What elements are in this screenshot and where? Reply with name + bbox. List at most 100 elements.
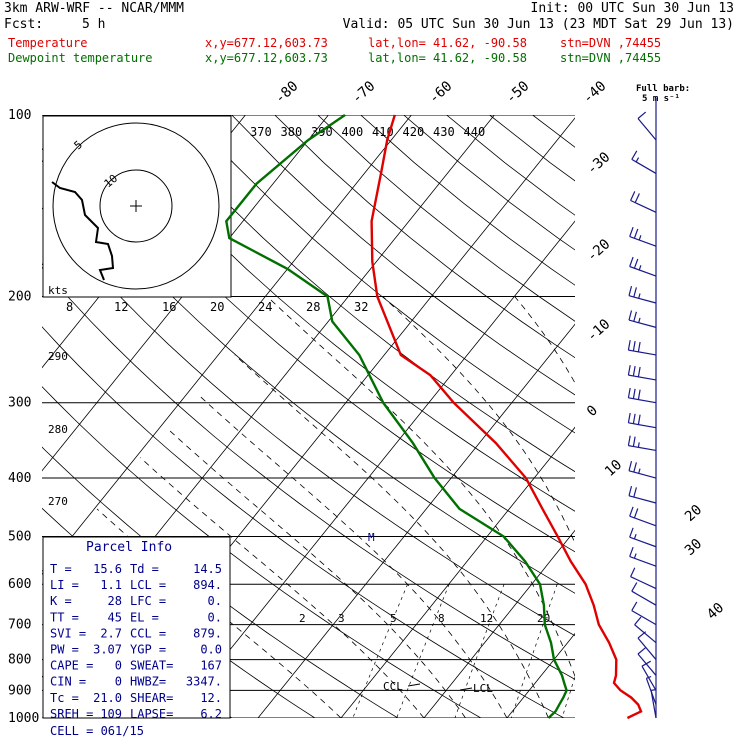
- wind-barb-flag: [633, 508, 639, 519]
- wind-barb-flag: [637, 647, 647, 655]
- wind-barb-flag: [651, 689, 657, 691]
- isotherm-tick-label: -40: [580, 78, 610, 107]
- kts-tick-label: 12: [114, 300, 128, 314]
- wind-barb-flag: [629, 506, 634, 517]
- wind-barb-flag: [633, 311, 637, 322]
- wind-barb-flag: [627, 340, 631, 351]
- isotherm-tick-label: -50: [503, 78, 533, 107]
- isotherm-line: [42, 115, 329, 472]
- wind-barb-flag: [627, 435, 631, 446]
- wind-barb-flag: [629, 256, 634, 267]
- dry-adiabat-line: [489, 115, 575, 182]
- parcel-info-key: SVI =: [50, 626, 86, 640]
- wind-barb-flag: [632, 340, 636, 352]
- dewpoint-xy: x,y=677.12,603.73: [205, 51, 328, 65]
- parcel-info-value: 894.: [193, 578, 222, 592]
- wind-barb: [631, 590, 657, 606]
- dry-adiabat-line: [102, 115, 575, 512]
- mixing-ratio-line: [561, 675, 575, 718]
- moist-adiabat-line: [636, 297, 715, 719]
- dry-adiabat-line: [42, 266, 575, 680]
- wind-barb: [629, 236, 657, 247]
- kts-tick-label: 8: [66, 300, 73, 314]
- kts-label: kts: [48, 284, 68, 297]
- dry-adiabat-line: [188, 115, 575, 434]
- wind-barb-flag: [632, 436, 636, 447]
- isotherm-tick-label: -20: [584, 236, 614, 265]
- mixing-ratio-label: 12: [480, 612, 493, 625]
- wind-barb-flag: [633, 258, 639, 269]
- wind-barb-flag: [637, 442, 640, 448]
- dry-adiabat-line: [42, 207, 575, 637]
- parcel-info-value: 14.5: [193, 562, 222, 576]
- wind-barb-flag: [633, 462, 637, 473]
- kts-tick-label: 20: [210, 300, 224, 314]
- wind-barb: [628, 422, 657, 429]
- dewpoint-station: stn=DVN ,74455: [560, 51, 662, 65]
- parcel-info-key: PW =: [50, 643, 79, 657]
- parcel-info-key: TT =: [50, 610, 79, 624]
- moist-adiabat-line: [234, 354, 549, 718]
- isotherm-tick-label: 0: [584, 402, 601, 420]
- parcel-info-key: EL =: [130, 610, 159, 624]
- mixing-ratio-line: [454, 584, 505, 718]
- wind-barb-flag: [638, 265, 642, 271]
- wind-barb-flag: [628, 310, 633, 321]
- parcel-info-value: 0.: [208, 594, 222, 608]
- isotherm-tick-label: -10: [584, 316, 614, 345]
- ccl-marker-arrow: [407, 683, 421, 687]
- wind-barb-flag: [632, 388, 636, 399]
- parcel-info-key: T =: [50, 562, 72, 576]
- wind-barb-flag: [638, 293, 641, 299]
- kts-tick-label: 28: [306, 300, 320, 314]
- isotherm-line: [423, 529, 575, 718]
- isotherm-line: [673, 115, 740, 718]
- temperature-xy: x,y=677.12,603.73: [205, 36, 328, 50]
- wind-barb-flag: [637, 341, 641, 352]
- parcel-info-value: 6.2: [200, 707, 222, 721]
- wind-barb-flag: [627, 387, 631, 398]
- parcel-info-key: CCL =: [130, 626, 166, 640]
- wind-barb-flag: [632, 413, 636, 424]
- model-title: 3km ARW-WRF -- NCAR/MMM: [4, 1, 185, 16]
- parcel-info-key: LCL =: [130, 578, 166, 592]
- dry-adiabat-line: [532, 115, 575, 148]
- wind-barb-flag: [632, 365, 636, 377]
- parcel-info-value: 0.: [208, 610, 222, 624]
- wind-barb: [629, 515, 657, 527]
- wind-barb-flag: [635, 157, 640, 163]
- theta-tick-label: 400: [342, 125, 364, 139]
- wind-barb-flag: [633, 487, 637, 498]
- parcel-info-box: [42, 536, 231, 719]
- hodograph-ring-20: [52, 122, 220, 290]
- parcel-info-value: 45: [108, 610, 122, 624]
- pressure-tick-label: 600: [8, 577, 31, 592]
- parcel-info-value: 28: [108, 594, 122, 608]
- wind-barb-flag: [633, 228, 639, 239]
- dry-adiabat-label: 290: [48, 350, 68, 363]
- wind-barb: [650, 690, 657, 719]
- forecast-label: Fcst:: [4, 17, 44, 32]
- wind-barb-flag: [631, 582, 638, 592]
- parcel-info-key: K =: [50, 594, 72, 608]
- wind-barb-flag: [629, 226, 634, 237]
- wind-barb: [634, 624, 657, 644]
- moist-adiabat-line: [382, 296, 575, 545]
- dry-adiabat-label: 270: [48, 495, 68, 508]
- mixing-ratio-line: [396, 584, 450, 718]
- wind-barb: [628, 295, 657, 304]
- wind-barb-flag: [637, 631, 647, 639]
- parcel-info-value: 167: [200, 659, 222, 673]
- temperature-profile-line: [370, 114, 643, 720]
- parcel-info-value: 0: [115, 675, 122, 689]
- parcel-info-key: SREH =: [50, 707, 93, 721]
- mixing-ratio-label: 8: [438, 612, 445, 625]
- wind-barb-flag: [628, 460, 633, 471]
- wind-barb: [631, 610, 657, 626]
- dry-adiabat-label: 280: [48, 423, 68, 436]
- parcel-info-value: 12.: [200, 691, 222, 705]
- isotherm-line: [42, 115, 246, 369]
- moist-adiabat-line: [140, 457, 425, 718]
- parcel-info-value: 3347.: [186, 675, 222, 689]
